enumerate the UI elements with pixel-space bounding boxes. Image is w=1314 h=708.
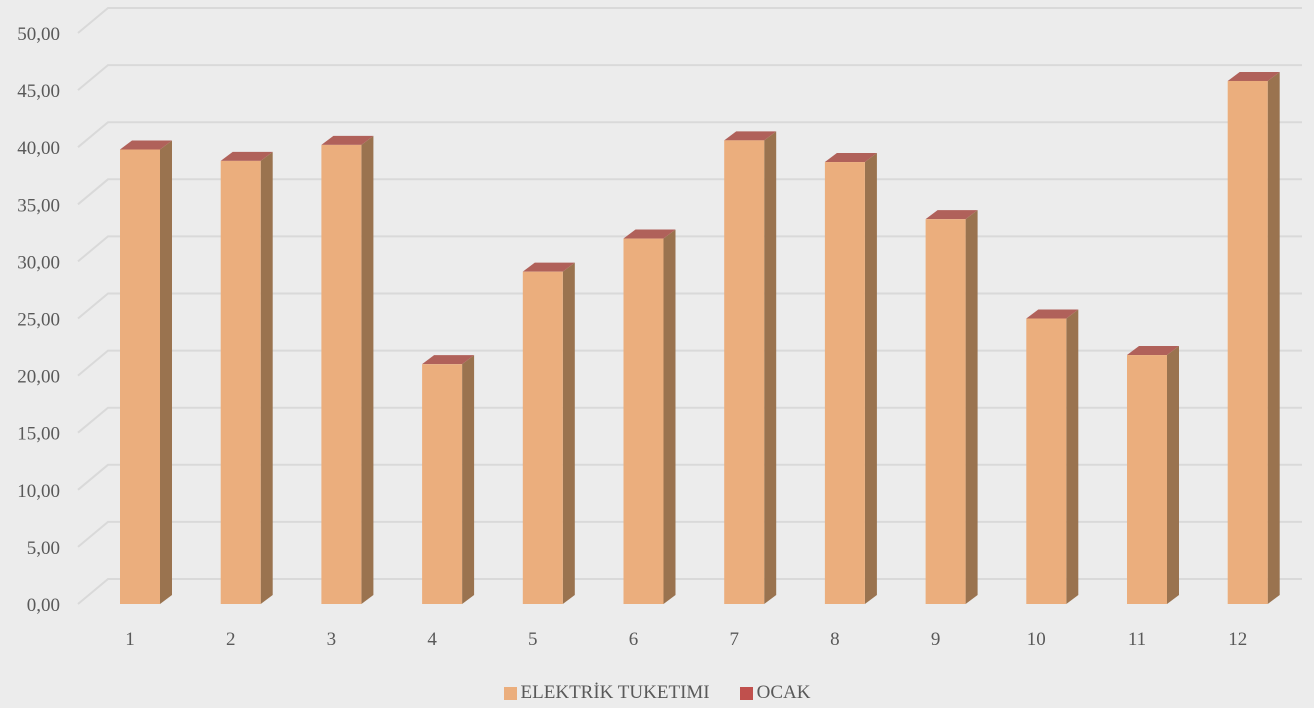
bar-side [764, 131, 777, 604]
x-tick-label: 2 [226, 629, 236, 650]
gridline [77, 178, 1302, 206]
x-tick-label: 10 [1027, 629, 1046, 650]
legend-label-ocak: OCAK [756, 682, 811, 703]
bar-side [864, 153, 877, 604]
bar-top [120, 140, 172, 150]
x-tick-label: 5 [528, 629, 538, 650]
bar-top [321, 135, 374, 145]
legend: ELEKTRİK TUKETIMI OCAK [0, 682, 1314, 704]
bar-top [724, 131, 777, 141]
gridline [77, 578, 1302, 605]
x-tick-label: 4 [427, 629, 437, 650]
x-tick-label: 6 [629, 629, 639, 650]
bar [623, 238, 664, 604]
bar-top [623, 229, 676, 239]
x-tick-label: 8 [830, 629, 840, 650]
bar-top [522, 262, 575, 272]
legend-label-elektrik: ELEKTRİK TUKETIMI [520, 682, 710, 703]
bar [925, 219, 966, 604]
bar [522, 271, 563, 604]
y-tick-label: 10,00 [17, 481, 60, 502]
bar [824, 162, 865, 604]
y-tick-label: 15,00 [17, 424, 60, 445]
legend-swatch-ocak [739, 686, 753, 700]
gridline [77, 463, 1302, 491]
bar-side [1167, 346, 1179, 604]
bar [321, 144, 362, 604]
bar-top [422, 355, 475, 365]
y-tick-label: 50,00 [17, 24, 60, 45]
bar [724, 140, 765, 604]
bar-side [1066, 309, 1079, 604]
bar [220, 160, 261, 605]
bar-top [824, 153, 877, 163]
gridline [77, 7, 1302, 34]
x-tick-label: 12 [1228, 629, 1247, 650]
bar [1227, 80, 1268, 605]
x-tick-label: 3 [327, 629, 337, 650]
gridline [77, 406, 1302, 434]
bar-top [1026, 309, 1079, 319]
bar-side [361, 135, 374, 604]
x-tick-label: 9 [931, 629, 941, 650]
x-tick-label: 1 [125, 629, 135, 650]
bar [120, 149, 160, 604]
y-tick-label: 5,00 [27, 538, 60, 559]
gridline [77, 121, 1302, 148]
bar-side [965, 210, 978, 604]
gridline [77, 520, 1302, 548]
y-tick-label: 25,00 [17, 310, 60, 331]
y-tick-label: 20,00 [17, 367, 60, 388]
bar-top [925, 210, 978, 220]
bar-top [220, 151, 273, 161]
bar [1127, 355, 1167, 604]
gridline [77, 292, 1302, 320]
bar-side [1267, 71, 1280, 605]
gridline [77, 349, 1302, 377]
bar-top [1127, 346, 1179, 356]
bar-chart-3d: 0,00 5,00 10,00 15,00 20,00 25,00 30,00 35,00 40… [17, 7, 1302, 650]
y-tick-label: 30,00 [17, 252, 60, 273]
bar [422, 364, 463, 604]
y-tick-label: 0,00 [27, 595, 60, 616]
bar-side [462, 355, 475, 604]
bar-side [160, 140, 172, 604]
y-tick-label: 40,00 [17, 138, 60, 159]
legend-item-elektrik: ELEKTRİK TUKETIMI [503, 682, 710, 704]
x-tick-label: 11 [1128, 629, 1146, 650]
y-tick-label: 45,00 [17, 81, 60, 102]
x-tick-label: 7 [729, 629, 739, 650]
bar-side [663, 229, 676, 604]
bar-side [562, 262, 575, 604]
legend-swatch-elektrik [503, 686, 517, 700]
bar-top [1227, 71, 1280, 81]
legend-item-ocak: OCAK [739, 682, 811, 704]
bar-side [260, 151, 273, 605]
y-tick-label: 35,00 [17, 195, 60, 216]
bar [1026, 318, 1067, 604]
gridline [77, 64, 1302, 91]
gridline [77, 235, 1302, 263]
